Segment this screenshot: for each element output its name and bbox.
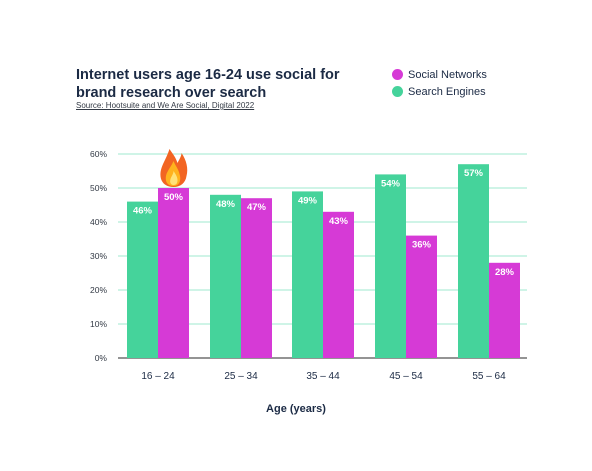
legend-label-search-engines: Search Engines	[408, 85, 486, 98]
data-label: 28%	[495, 267, 515, 278]
legend: Social Networks Search Engines	[392, 66, 487, 100]
chart-title: Internet users age 16-24 use social for …	[76, 67, 340, 101]
x-tick-label: 55 – 64	[472, 371, 506, 382]
bar-social-networks	[323, 211, 354, 358]
data-label: 49%	[298, 195, 318, 206]
y-tick-label: 30%	[90, 251, 107, 261]
x-axis-title: Age (years)	[266, 403, 326, 415]
bar-social-networks	[489, 262, 520, 358]
chart-source: Source: Hootsuite and We Are Social, Dig…	[76, 101, 255, 110]
legend-swatch-social-networks	[392, 69, 403, 80]
x-tick-label: 45 – 54	[389, 371, 423, 382]
legend-label-social-networks: Social Networks	[408, 68, 487, 81]
bar-search-engines	[127, 201, 158, 358]
bar-social-networks	[241, 198, 272, 358]
data-label: 36%	[412, 240, 432, 251]
legend-item-social-networks: Social Networks	[392, 66, 487, 83]
data-label: 47%	[247, 202, 267, 213]
x-tick-label: 25 – 34	[224, 371, 258, 382]
bar-social-networks	[158, 188, 189, 358]
data-label: 57%	[464, 168, 484, 179]
data-label: 54%	[381, 178, 401, 189]
bar-search-engines	[292, 191, 323, 358]
bar-search-engines	[210, 194, 241, 358]
bar-social-networks	[406, 235, 437, 358]
y-tick-label: 50%	[90, 183, 107, 193]
y-tick-label: 0%	[95, 353, 108, 363]
legend-item-search-engines: Search Engines	[392, 83, 487, 100]
data-label: 48%	[216, 199, 236, 210]
y-tick-label: 20%	[90, 285, 107, 295]
y-tick-label: 40%	[90, 217, 107, 227]
x-tick-label: 16 – 24	[141, 371, 175, 382]
bar-search-engines	[375, 174, 406, 358]
y-tick-label: 60%	[90, 149, 107, 159]
data-label: 46%	[133, 206, 153, 217]
y-tick-label: 10%	[90, 319, 107, 329]
legend-swatch-search-engines	[392, 86, 403, 97]
data-label: 50%	[164, 192, 184, 203]
bar-search-engines	[458, 164, 489, 358]
x-tick-label: 35 – 44	[306, 371, 340, 382]
fire-icon	[160, 149, 188, 187]
data-label: 43%	[329, 216, 349, 227]
